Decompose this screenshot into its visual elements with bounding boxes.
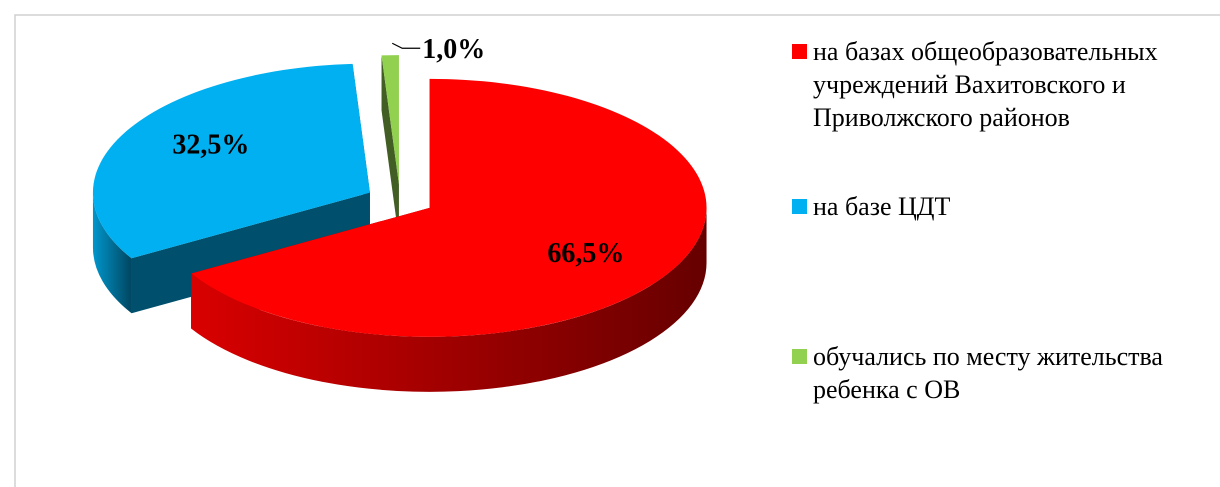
slice: [191, 78, 707, 392]
leader-line: [391, 42, 421, 49]
pie: 32,5% 1,0% 66,5%: [92, 34, 707, 392]
legend-swatch: [792, 199, 807, 214]
data-label: 1,0%: [422, 34, 485, 65]
slice: [381, 55, 399, 240]
legend-label: обучались по месту жительства ребенка с …: [813, 342, 1163, 404]
slice-side: [381, 55, 399, 240]
slice-top: [191, 78, 707, 337]
data-label: 66,5%: [547, 238, 624, 269]
slice-wall: [92, 192, 132, 314]
slice-top: [381, 55, 399, 185]
slice-top: [92, 63, 370, 259]
legend-label: на базе ЦДТ: [813, 192, 951, 221]
frame: [14, 14, 1220, 487]
legend-swatch: [792, 349, 807, 364]
legend-swatch: [792, 44, 807, 59]
slice-wall: [191, 207, 707, 392]
data-label: 32,5%: [172, 129, 249, 160]
legend-label: на базах общеобразовательных учреждений …: [813, 37, 1158, 132]
legend-item: обучались по месту жительства ребенка с …: [792, 340, 1182, 406]
legend-item: на базах общеобразовательных учреждений …: [792, 35, 1182, 134]
legend-item: на базе ЦДТ: [792, 190, 1182, 223]
